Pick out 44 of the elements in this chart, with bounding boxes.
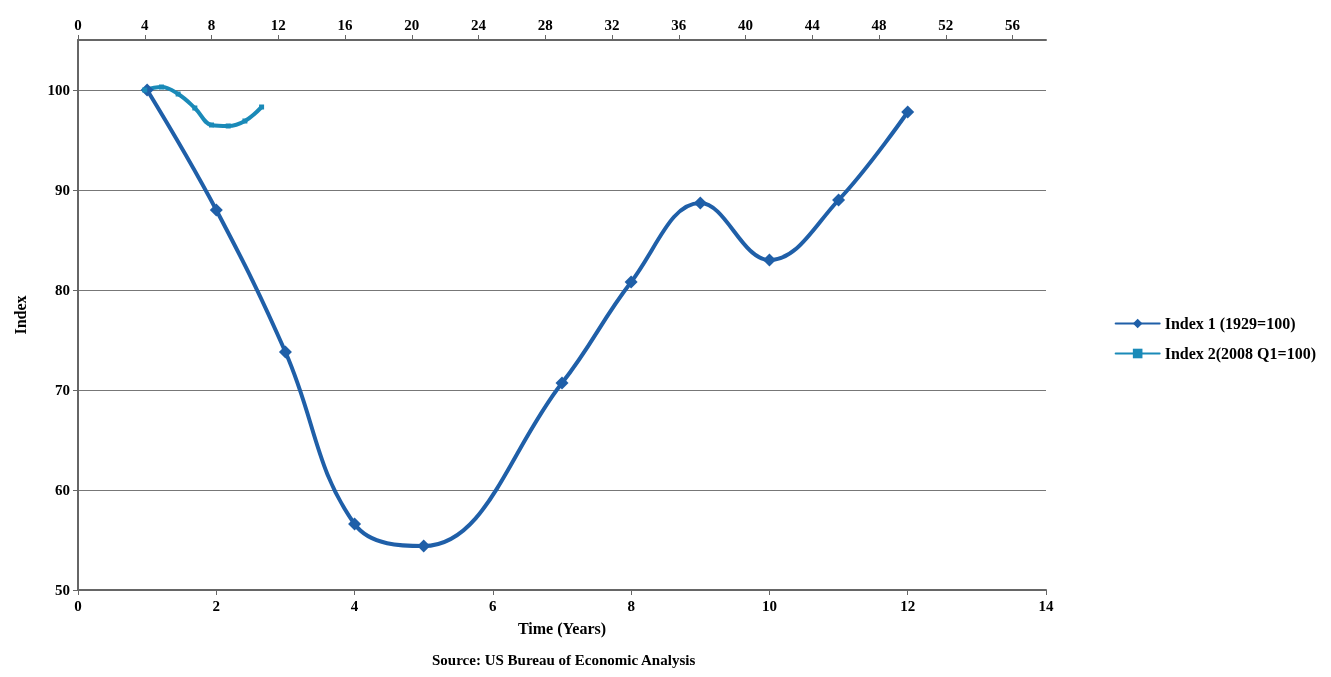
point	[832, 193, 846, 207]
x-tick-label: 2	[212, 597, 221, 614]
x2-tick-label: 12	[270, 16, 286, 33]
legend-label: Index 2(2008 Q1=100)	[1164, 345, 1316, 363]
x-tick-label: 0	[74, 597, 82, 614]
x-tick-label: 12	[900, 597, 916, 614]
x-tick-label: 10	[761, 597, 777, 614]
x2-tick-label: 24	[471, 16, 487, 33]
x2-tick-label: 28	[537, 16, 553, 33]
x2-tick-label: 52	[938, 16, 954, 33]
x2-tick-label: 0	[74, 16, 82, 33]
point	[555, 376, 569, 390]
point	[278, 345, 292, 359]
point	[417, 539, 431, 553]
point	[762, 253, 776, 267]
point	[209, 203, 223, 217]
x2-tick-label: 8	[207, 16, 216, 33]
x-tick-label: 4	[350, 597, 359, 614]
y-tick-label: 100	[47, 82, 70, 98]
x2-tick-label: 32	[604, 16, 620, 33]
point	[901, 105, 915, 119]
x-tick-label: 8	[627, 597, 635, 614]
x2-tick-label: 44	[804, 16, 821, 33]
x2-tick-label: 48	[871, 16, 887, 33]
source-note: Source: US Bureau of Economic Analysis	[432, 651, 696, 668]
x2-tick-label: 36	[671, 16, 687, 33]
y-tick-label: 70	[55, 382, 70, 398]
x2-tick-label: 56	[1005, 16, 1021, 33]
y-tick-label: 50	[55, 582, 70, 598]
x2-tick-label: 4	[141, 16, 150, 33]
y-axis-title: Index	[11, 295, 29, 335]
y-tick-label: 60	[55, 482, 70, 498]
x-tick-label: 14	[1038, 597, 1054, 614]
legend-label: Index 1 (1929=100)	[1164, 315, 1296, 333]
x-tick-label: 6	[489, 597, 498, 614]
point	[348, 517, 362, 531]
x2-tick-label: 20	[404, 16, 420, 33]
point	[624, 275, 638, 289]
y-tick-label: 80	[55, 282, 70, 298]
point	[693, 196, 707, 210]
x2-tick-label: 16	[337, 16, 354, 33]
x-axis-title: Time (Years)	[517, 619, 607, 638]
x2-tick-label: 40	[738, 16, 754, 33]
y-tick-label: 90	[55, 182, 70, 198]
